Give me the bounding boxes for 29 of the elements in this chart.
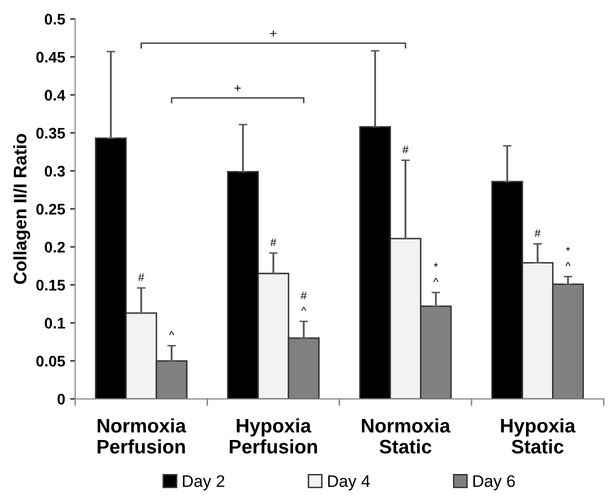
y-tick-label: 0.4 [44,90,66,101]
x-tick-label: Normoxia Static [362,418,450,454]
y-tick-label: 0 [58,394,65,405]
annotation: # [534,229,541,238]
annotation: + [234,85,241,92]
y-tick-label: 0.5 [44,14,66,25]
y-tick-label: 0.1 [44,318,66,329]
annotation: ^ [169,331,174,336]
y-tick-label: 0.45 [36,52,66,63]
y-tick-label: 0.05 [36,356,66,367]
y-tick-label: 0.3 [44,166,65,177]
x-tick-label: Hypoxia Static [501,418,576,454]
y-tick-label: 0.25 [36,204,66,215]
annotation: * ^ [565,246,571,266]
annotation: # [402,146,409,154]
x-tick-label: Normoxia Perfusion [98,418,186,454]
y-tick-label: 0.15 [36,280,66,291]
annotation: # [138,273,144,282]
annotation: # [270,238,276,246]
y-tick-label: 0.2 [44,242,65,253]
legend-label: Day 2 [182,475,224,490]
x-tick-label: Hypoxia Perfusion [230,418,317,454]
legend-label: Day 6 [473,475,515,490]
annotation: * ^ [433,262,438,282]
y-axis-title: Collagen II/I Ratio [13,134,30,284]
annotation: + [270,30,276,37]
y-tick-label: 0.35 [36,128,66,139]
legend-label: Day 4 [328,475,370,490]
annotation: # ^ [300,292,307,311]
